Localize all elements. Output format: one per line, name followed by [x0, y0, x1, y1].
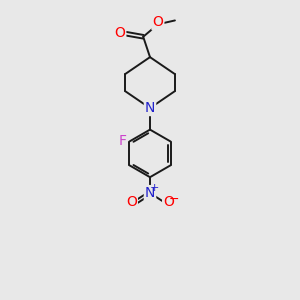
Text: −: −: [169, 193, 179, 206]
Text: O: O: [114, 26, 125, 40]
Text: N: N: [145, 101, 155, 115]
Text: O: O: [163, 195, 174, 209]
Text: +: +: [150, 183, 159, 193]
Text: F: F: [118, 134, 126, 148]
Text: N: N: [145, 186, 155, 200]
Text: O: O: [126, 195, 137, 209]
Text: O: O: [152, 16, 164, 29]
